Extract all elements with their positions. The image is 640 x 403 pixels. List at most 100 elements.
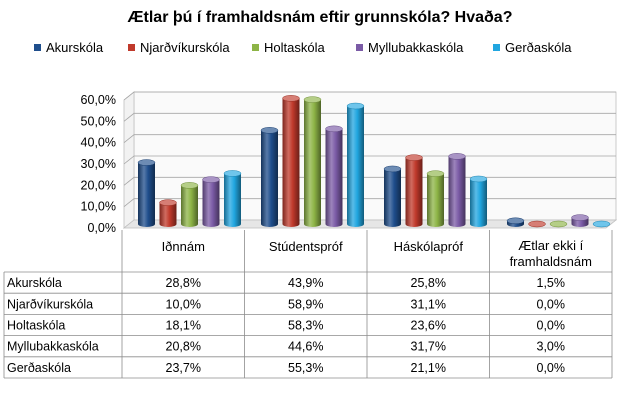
bar: [303, 96, 322, 228]
bar: [325, 125, 343, 228]
table-cell: 0,0%: [537, 361, 566, 375]
bar: [260, 127, 279, 228]
table-cell: 3,0%: [537, 340, 566, 354]
table-row-label: Njarðvíkurskóla: [7, 297, 93, 311]
bar-body: [138, 162, 155, 228]
bar: [180, 182, 199, 228]
bar: [137, 159, 156, 228]
bar-top: [426, 170, 445, 177]
y-tick-label: 60,0%: [81, 93, 116, 107]
bar-body: [282, 98, 300, 228]
bar-body: [427, 173, 444, 228]
y-tick-label: 20,0%: [81, 178, 116, 192]
table-cell: 18,1%: [166, 319, 201, 333]
bar: [223, 170, 242, 228]
table-cell: 25,8%: [411, 276, 446, 290]
legend-label: Akurskóla: [46, 40, 104, 55]
table-cell: 31,1%: [411, 297, 446, 311]
bar-top: [549, 220, 568, 228]
table-row-label: Holtaskóla: [7, 319, 65, 333]
table-row-label: Akurskóla: [7, 276, 62, 290]
table-cell: 0,0%: [537, 319, 566, 333]
bar-body: [405, 157, 423, 228]
table-cell: 28,8%: [166, 276, 201, 290]
bar-top: [282, 95, 300, 102]
category-label: Iðnnám: [162, 239, 205, 254]
table-cell: 44,6%: [288, 340, 323, 354]
bar: [506, 217, 525, 228]
bar-top: [159, 199, 177, 206]
bar-body: [325, 128, 343, 228]
legend-swatch: [34, 44, 41, 51]
bar-body: [470, 178, 487, 228]
bar-top: [137, 159, 156, 166]
legend-swatch: [493, 44, 500, 51]
bar-top: [405, 154, 423, 161]
y-tick-label: 0,0%: [88, 221, 117, 235]
category-label: Stúdentspróf: [269, 239, 343, 254]
bar-top: [303, 96, 322, 103]
table-cell: 23,6%: [411, 319, 446, 333]
table-cell: 58,9%: [288, 297, 323, 311]
table-cell: 23,7%: [166, 361, 201, 375]
bar-top: [260, 127, 279, 134]
bar: [202, 176, 220, 228]
plot-area: 0,0% 10,0% 20,0% 30,0% 40,0% 50,0% 60,0%: [81, 91, 618, 235]
chart-title: Ætlar þú í framhaldsnám eftir grunnskóla…: [128, 9, 513, 26]
legend-label: Myllubakkaskóla: [368, 40, 464, 55]
bar-body: [448, 156, 466, 228]
category-label: Háskólapróf: [394, 239, 464, 254]
legend-swatch: [356, 44, 363, 51]
bar: [426, 170, 445, 228]
bar-body: [159, 202, 177, 228]
bar: [549, 220, 568, 228]
bar: [159, 199, 177, 228]
bar-body: [347, 106, 364, 228]
bar-body: [181, 185, 198, 228]
gridline: [123, 91, 616, 101]
table-row-label: Myllubakkaskóla: [7, 340, 99, 354]
legend-swatch: [252, 44, 259, 51]
bar-top: [592, 220, 611, 228]
bar: [448, 153, 466, 228]
bar: [282, 95, 300, 228]
bar-top: [571, 214, 589, 221]
table-cell: 10,0%: [166, 297, 201, 311]
bar-body: [304, 99, 321, 228]
category-label: Ætlar ekki í: [518, 238, 583, 253]
bar: [346, 102, 365, 228]
bar-top: [346, 102, 365, 110]
legend-swatch: [128, 44, 135, 51]
table-cell: 1,5%: [537, 276, 566, 290]
bar-top: [180, 182, 199, 189]
bar-top: [448, 153, 466, 160]
bar-body: [384, 168, 401, 228]
bar-top: [528, 220, 546, 228]
bar-body: [202, 179, 220, 228]
bar-top: [469, 175, 488, 183]
y-tick-label: 10,0%: [81, 200, 116, 214]
table-cell: 58,3%: [288, 319, 323, 333]
gridline: [123, 134, 616, 143]
gridline: [123, 112, 616, 122]
y-tick-label: 30,0%: [81, 157, 116, 171]
legend: Akurskóla Njarðvíkurskóla Holtaskóla Myllub…: [34, 40, 572, 55]
table-cell: 20,8%: [166, 340, 201, 354]
bar-top: [325, 125, 343, 133]
bar-top: [223, 170, 242, 177]
bar: [592, 220, 611, 228]
bar: [469, 175, 488, 228]
bar: [405, 154, 423, 228]
table-row-label: Gerðaskóla: [7, 361, 71, 375]
legend-label: Holtaskóla: [264, 40, 325, 55]
floor: [122, 219, 618, 229]
table-cell: 21,1%: [411, 361, 446, 375]
bar-body: [261, 130, 278, 228]
table-cell: 31,7%: [411, 340, 446, 354]
bar-top: [202, 176, 220, 183]
legend-label: Gerðaskóla: [505, 40, 572, 55]
bar: [571, 214, 589, 228]
table-cell: 43,9%: [288, 276, 323, 290]
bar: [383, 165, 402, 228]
